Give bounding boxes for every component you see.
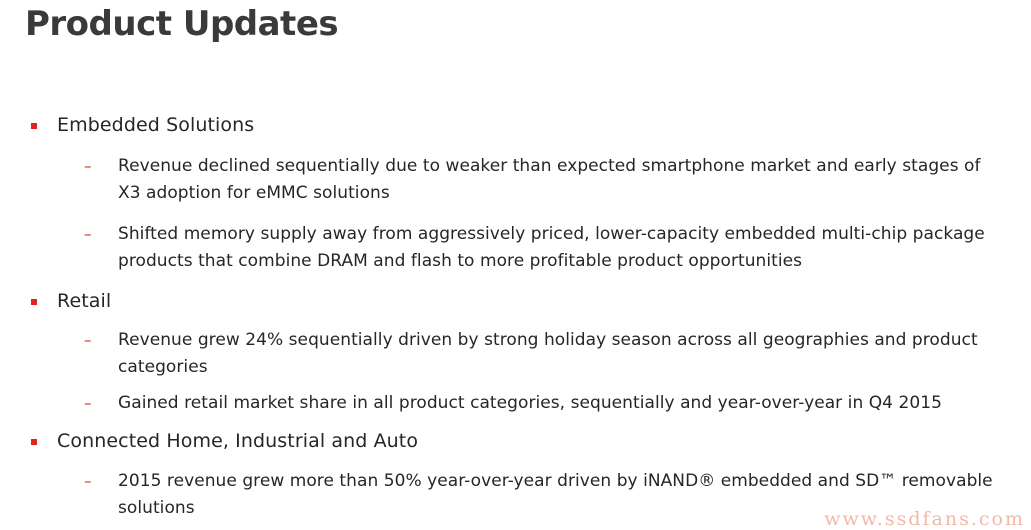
list-item-text: 2015 revenue grew more than 50% year-ove… [118, 471, 993, 518]
list-item-text: Gained retail market share in all produc… [118, 393, 942, 413]
list-item-text: Revenue declined sequentially due to wea… [118, 156, 981, 203]
bullet-square-icon [31, 299, 37, 305]
dash-marker: – [84, 394, 92, 412]
dash-marker: – [84, 472, 92, 490]
bullet-square-icon [31, 123, 37, 129]
dash-marker: – [84, 157, 92, 175]
dash-marker: – [84, 331, 92, 349]
list-item-text: Shifted memory supply away from aggressi… [118, 224, 985, 271]
section-label: Embedded Solutions [57, 114, 255, 136]
watermark: www.ssdfans.com [824, 508, 1025, 530]
dash-marker: – [84, 225, 92, 243]
section-label: Retail [57, 290, 112, 312]
section-label: Connected Home, Industrial and Auto [57, 430, 419, 452]
list-item-text: Revenue grew 24% sequentially driven by … [118, 330, 978, 377]
page-title: Product Updates [25, 4, 339, 44]
bullet-square-icon [31, 439, 37, 445]
